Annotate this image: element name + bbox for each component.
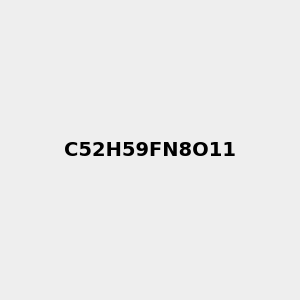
Text: C52H59FN8O11: C52H59FN8O11 [64,140,236,160]
